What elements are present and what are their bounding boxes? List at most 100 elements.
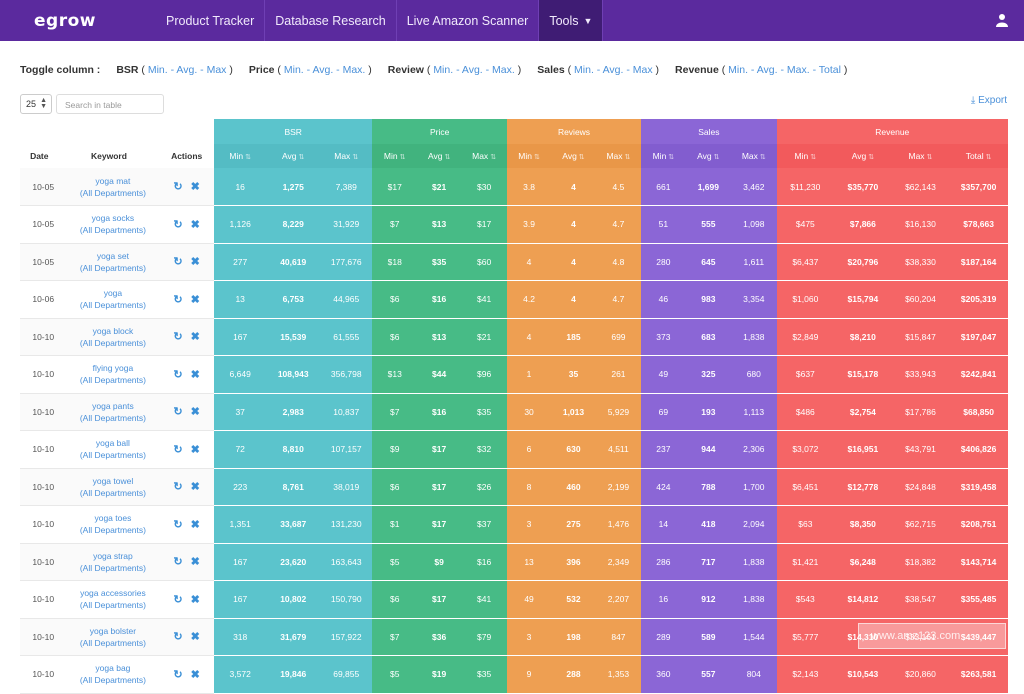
keyword-link[interactable]: yoga bag bbox=[95, 663, 131, 674]
col-rev-max[interactable]: Max ⇅ bbox=[595, 144, 642, 168]
department-link[interactable]: (All Departments) bbox=[79, 337, 146, 348]
nav-live-amazon-scanner[interactable]: Live Amazon Scanner bbox=[397, 0, 540, 41]
remove-icon[interactable]: ✖ bbox=[190, 631, 200, 644]
department-link[interactable]: (All Departments) bbox=[79, 487, 146, 498]
col-sales-avg[interactable]: Avg ⇅ bbox=[685, 144, 732, 168]
logo[interactable]: egrow bbox=[34, 10, 96, 31]
export-button[interactable]: ⤓ Export bbox=[971, 95, 1007, 106]
remove-icon[interactable]: ✖ bbox=[190, 331, 200, 344]
remove-icon[interactable]: ✖ bbox=[190, 181, 200, 193]
keyword-link[interactable]: yoga socks bbox=[91, 213, 135, 224]
page-size-select[interactable]: 25 ▲ ▼ bbox=[20, 94, 52, 114]
toggle-link-revenue[interactable]: Min. - Avg. - Max. - Total bbox=[728, 64, 841, 76]
col-bsr-avg[interactable]: Avg ⇅ bbox=[266, 144, 320, 168]
keyword-link[interactable]: yoga toes bbox=[94, 513, 132, 524]
remove-icon[interactable]: ✖ bbox=[190, 443, 200, 456]
col-revenue-total[interactable]: Total ⇅ bbox=[949, 144, 1008, 168]
refresh-icon[interactable]: ↻ bbox=[173, 518, 183, 531]
toggle-link-price[interactable]: Min. - Avg. - Max. bbox=[283, 64, 366, 76]
refresh-icon[interactable]: ↻ bbox=[173, 668, 183, 681]
refresh-icon[interactable]: ↻ bbox=[173, 631, 183, 644]
cell-bsr-avg: 10,802 bbox=[266, 580, 320, 619]
col-bsr-max[interactable]: Max ⇅ bbox=[319, 144, 373, 168]
department-link[interactable]: (All Departments) bbox=[79, 187, 146, 198]
refresh-icon[interactable]: ↻ bbox=[173, 481, 183, 494]
refresh-icon[interactable]: ↻ bbox=[173, 293, 183, 306]
refresh-icon[interactable]: ↻ bbox=[173, 406, 183, 419]
remove-icon[interactable]: ✖ bbox=[190, 556, 200, 569]
refresh-icon[interactable]: ↻ bbox=[173, 331, 183, 344]
nav-tools[interactable]: Tools ▼ bbox=[539, 0, 604, 41]
department-link[interactable]: (All Departments) bbox=[79, 262, 146, 273]
department-link[interactable]: (All Departments) bbox=[79, 412, 146, 423]
refresh-icon[interactable]: ↻ bbox=[173, 593, 183, 606]
keyword-link[interactable]: yoga accessories bbox=[80, 588, 146, 599]
remove-icon[interactable]: ✖ bbox=[190, 593, 200, 606]
department-link[interactable]: (All Departments) bbox=[79, 450, 146, 461]
user-icon[interactable] bbox=[996, 13, 1008, 27]
search-input[interactable]: Search in table bbox=[56, 94, 164, 114]
keyword-link[interactable]: yoga bolster bbox=[89, 625, 137, 636]
col-sales-min-label: Min bbox=[652, 151, 667, 161]
nav-database-research[interactable]: Database Research bbox=[265, 0, 397, 41]
refresh-icon[interactable]: ↻ bbox=[173, 218, 183, 231]
toggle-group-name: Sales bbox=[537, 64, 565, 76]
col-price-avg[interactable]: Avg ⇅ bbox=[416, 144, 462, 168]
col-rev-avg[interactable]: Avg ⇅ bbox=[551, 144, 596, 168]
remove-icon[interactable]: ✖ bbox=[190, 368, 200, 381]
col-revenue-max[interactable]: Max ⇅ bbox=[891, 144, 950, 168]
remove-icon[interactable]: ✖ bbox=[190, 481, 200, 494]
refresh-icon[interactable]: ↻ bbox=[173, 443, 183, 456]
refresh-icon[interactable]: ↻ bbox=[173, 256, 183, 269]
col-date[interactable]: Date ⇅ bbox=[20, 144, 66, 168]
keyword-link[interactable]: yoga mat bbox=[95, 175, 131, 186]
toggle-link-bsr[interactable]: Min. - Avg. - Max bbox=[147, 64, 227, 76]
department-link[interactable]: (All Departments) bbox=[79, 637, 146, 648]
keyword-link[interactable]: yoga ball bbox=[95, 438, 130, 449]
cell-date: 10-10 bbox=[20, 430, 67, 469]
cell-bsr-avg: 40,619 bbox=[266, 243, 320, 281]
department-link[interactable]: (All Departments) bbox=[79, 375, 146, 386]
department-link[interactable]: (All Departments) bbox=[79, 600, 146, 611]
keyword-link[interactable]: yoga block bbox=[92, 325, 134, 336]
col-bsr-min[interactable]: Min ⇅ bbox=[213, 144, 267, 168]
cell-rev-avg: 198 bbox=[551, 618, 596, 656]
remove-icon[interactable]: ✖ bbox=[190, 293, 200, 306]
refresh-icon[interactable]: ↻ bbox=[173, 181, 183, 193]
keyword-link[interactable]: yoga strap bbox=[93, 550, 133, 561]
refresh-icon[interactable]: ↻ bbox=[173, 368, 183, 381]
col-sales-max[interactable]: Max ⇅ bbox=[731, 144, 777, 168]
keyword-link[interactable]: yoga pants bbox=[92, 400, 134, 411]
toggle-link-sales[interactable]: Min. - Avg. - Max bbox=[574, 64, 653, 76]
department-link[interactable]: (All Departments) bbox=[79, 525, 146, 536]
keyword-link[interactable]: yoga set bbox=[96, 250, 129, 261]
department-link[interactable]: (All Departments) bbox=[79, 300, 146, 311]
toggle-link-review[interactable]: Min. - Avg. - Max. bbox=[433, 64, 515, 76]
remove-icon[interactable]: ✖ bbox=[190, 256, 200, 269]
col-rev-min[interactable]: Min ⇅ bbox=[506, 144, 552, 168]
page-size-value: 25 bbox=[26, 99, 37, 109]
col-sales-min[interactable]: Min ⇅ bbox=[641, 144, 686, 168]
col-price-min[interactable]: Min ⇅ bbox=[372, 144, 417, 168]
col-revenue-avg[interactable]: Avg ⇅ bbox=[834, 144, 892, 168]
keyword-link[interactable]: yoga towel bbox=[92, 475, 134, 486]
sort-icon: ⇅ bbox=[50, 154, 57, 161]
col-price-max[interactable]: Max ⇅ bbox=[461, 144, 507, 168]
department-link[interactable]: (All Departments) bbox=[79, 562, 146, 573]
keyword-link[interactable]: yoga bbox=[103, 288, 123, 299]
cell-rev-min: 3.8 bbox=[506, 168, 552, 206]
keyword-link[interactable]: flying yoga bbox=[92, 363, 134, 374]
remove-icon[interactable]: ✖ bbox=[190, 406, 200, 419]
cell-sales-avg: 717 bbox=[685, 543, 732, 581]
remove-icon[interactable]: ✖ bbox=[190, 518, 200, 531]
col-rev-max-label: Max bbox=[606, 151, 623, 161]
col-actions: Actions bbox=[159, 144, 214, 168]
refresh-icon[interactable]: ↻ bbox=[173, 556, 183, 569]
col-keyword[interactable]: Keyword ⇅ bbox=[66, 144, 159, 168]
department-link[interactable]: (All Departments) bbox=[79, 225, 146, 236]
remove-icon[interactable]: ✖ bbox=[190, 218, 200, 231]
nav-product-tracker[interactable]: Product Tracker bbox=[150, 0, 266, 41]
col-revenue-min[interactable]: Min ⇅ bbox=[776, 144, 835, 168]
department-link[interactable]: (All Departments) bbox=[79, 675, 146, 686]
remove-icon[interactable]: ✖ bbox=[190, 668, 200, 681]
